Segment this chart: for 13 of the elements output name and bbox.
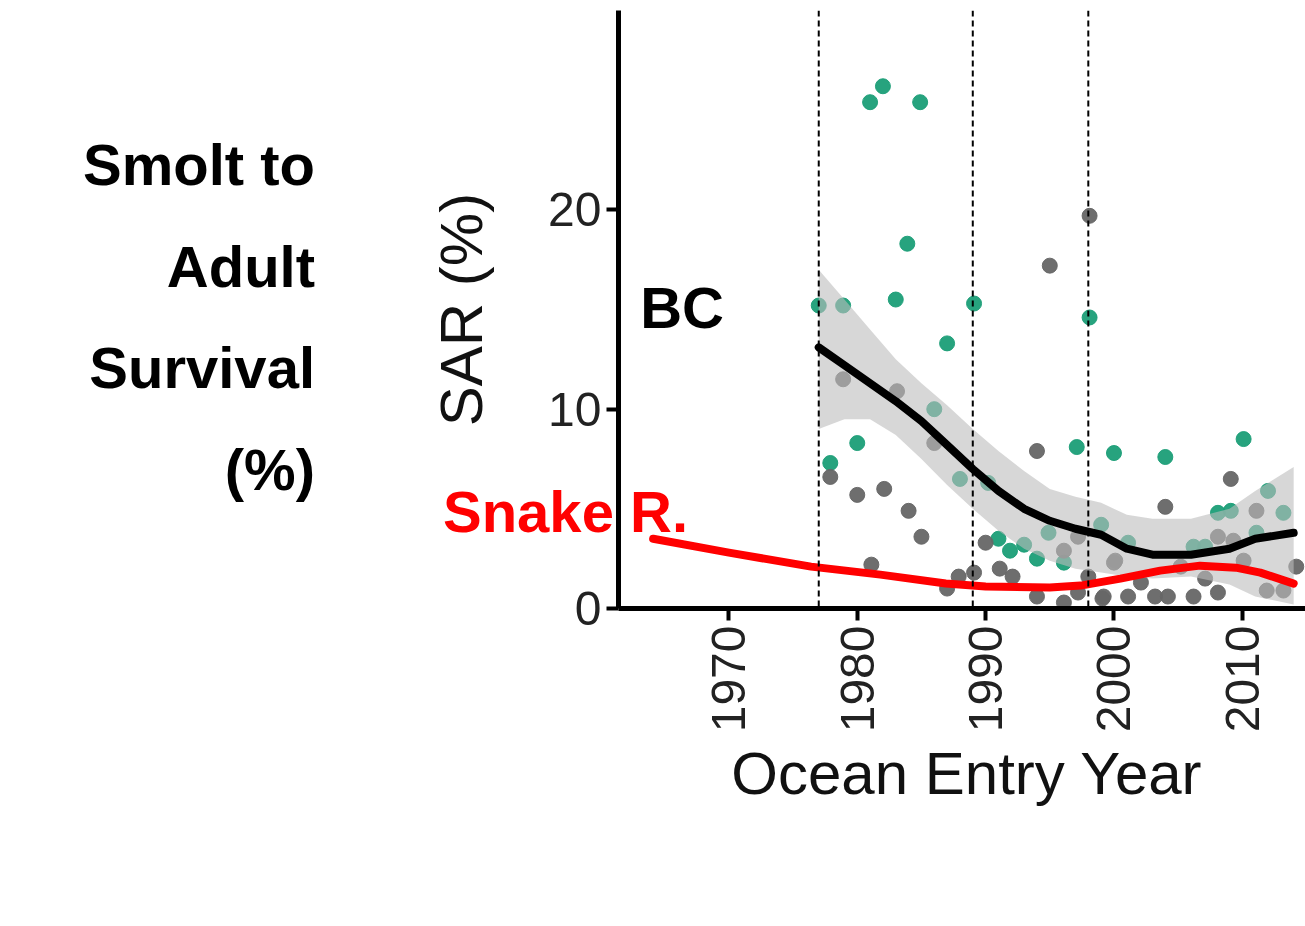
x-tick-label: 2000 xyxy=(1087,625,1141,733)
x-tick-label: 1990 xyxy=(959,625,1013,733)
x-tick-label: 2010 xyxy=(1215,625,1269,733)
x-tick-label: 1970 xyxy=(702,625,756,733)
y-tick-label: 20 xyxy=(548,183,602,237)
series-label: BC xyxy=(640,275,724,340)
x-axis-title: Ocean Entry Year xyxy=(731,740,1202,808)
series-label: Snake R. xyxy=(443,479,688,544)
y-tick-label: 0 xyxy=(574,582,602,635)
y-axis-title: SAR (%) xyxy=(428,192,496,427)
y-tick-label: 10 xyxy=(548,382,602,436)
x-tick-label: 1980 xyxy=(830,625,884,733)
text: Smolt to Adult Survival (%) xyxy=(83,131,315,504)
